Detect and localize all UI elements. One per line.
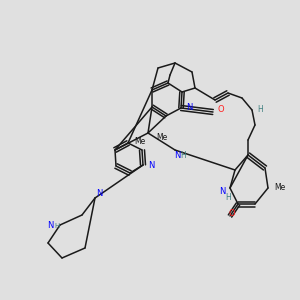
Text: H: H xyxy=(225,194,231,202)
Text: O: O xyxy=(218,106,224,115)
Text: N: N xyxy=(186,103,192,112)
Text: N: N xyxy=(148,160,154,169)
Text: H: H xyxy=(180,152,186,160)
Text: N: N xyxy=(174,152,180,160)
Text: Me: Me xyxy=(134,136,146,146)
Text: H: H xyxy=(54,223,60,229)
Text: N: N xyxy=(47,220,53,230)
Text: O: O xyxy=(229,209,235,218)
Text: Me: Me xyxy=(274,184,286,193)
Text: N: N xyxy=(96,190,102,199)
Text: Me: Me xyxy=(156,134,168,142)
Text: H: H xyxy=(257,106,263,115)
Text: N: N xyxy=(219,188,225,196)
